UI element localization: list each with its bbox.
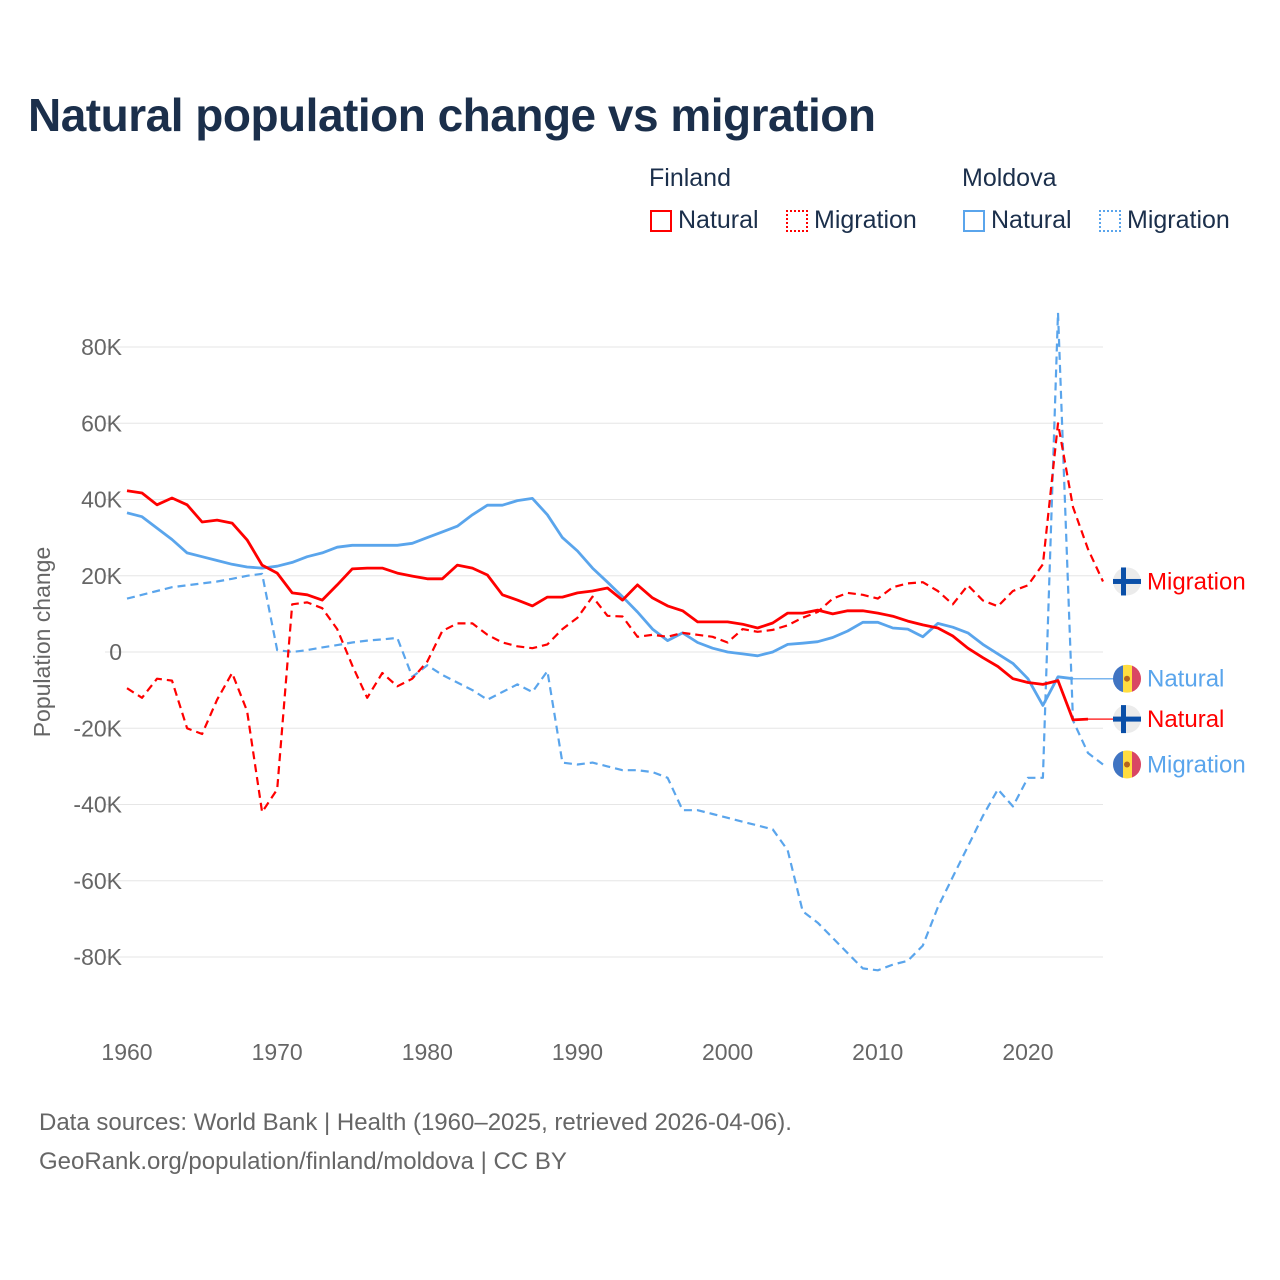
end-label-moldova: Migration (1113, 750, 1246, 779)
x-tick-label: 1990 (552, 1039, 603, 1065)
footer-link[interactable]: GeoRank.org/population/finland/moldova |… (39, 1148, 567, 1175)
x-tick-label: 1970 (252, 1039, 303, 1065)
flag-cross (1121, 567, 1126, 596)
end-label-finland: Natural (1113, 705, 1224, 734)
series-line-moldova-natural (126, 496, 1074, 707)
end-label-text: Natural (1147, 666, 1224, 693)
legend-swatch-solid-blue (963, 209, 985, 232)
legend-label: Natural (678, 206, 759, 234)
end-label-moldova: Natural (1113, 664, 1224, 693)
flag-stripe (1132, 664, 1141, 693)
flag-stripe (1113, 664, 1123, 693)
x-tick-label: 2010 (852, 1039, 903, 1065)
legend-swatch-dotted-red (786, 209, 808, 232)
legend-swatch-solid-red (650, 209, 672, 232)
legend-moldova-natural[interactable]: Natural (963, 206, 1072, 235)
y-tick-label: -20K (73, 715, 122, 741)
y-tick-label: 40K (81, 487, 123, 513)
flag-cross (1113, 716, 1141, 722)
legend-label: Migration (1127, 206, 1230, 234)
legend-finland-natural[interactable]: Natural (650, 206, 759, 235)
y-axis-label: Population change (29, 547, 55, 738)
legend-finland-migration[interactable]: Migration (786, 206, 917, 235)
end-label-text: Migration (1147, 568, 1246, 595)
y-tick-label: -40K (73, 792, 122, 818)
end-label-text: Natural (1147, 706, 1224, 733)
x-tick-label: 2000 (702, 1039, 753, 1065)
moldova-flag-icon (1113, 664, 1141, 693)
series-line-moldova-migration (126, 311, 1104, 972)
end-label-text: Migration (1147, 751, 1246, 778)
end-label-finland: Migration (1113, 567, 1246, 596)
flag-emblem (1124, 761, 1130, 768)
y-tick-label: 0 (109, 639, 122, 665)
legend-label: Natural (991, 206, 1072, 234)
legend-moldova-migration[interactable]: Migration (1099, 206, 1230, 235)
flag-stripe (1132, 750, 1141, 779)
y-tick-label: -80K (73, 944, 122, 970)
x-tick-label: 1960 (101, 1039, 152, 1065)
y-tick-label: 60K (81, 410, 123, 436)
legend-group-finland: Finland (649, 164, 731, 192)
x-tick-label: 2020 (1002, 1039, 1053, 1065)
y-tick-label: -60K (73, 868, 122, 894)
x-tick-label: 1980 (402, 1039, 453, 1065)
y-tick-label: 20K (81, 563, 123, 589)
flag-emblem (1124, 675, 1130, 682)
moldova-flag-icon (1113, 750, 1141, 779)
series-line-finland-natural (126, 489, 1089, 722)
footer-sources: Data sources: World Bank | Health (1960–… (39, 1109, 792, 1136)
legend-swatch-dotted-blue (1099, 209, 1121, 232)
y-tick-label: 80K (81, 334, 123, 360)
legend-label: Migration (814, 206, 917, 234)
legend-group-moldova: Moldova (962, 164, 1057, 192)
flag-cross (1113, 578, 1141, 584)
series-line-finland-migration (126, 422, 1104, 814)
flag-stripe (1113, 750, 1123, 779)
chart-title: Natural population change vs migration (28, 89, 876, 141)
flag-cross (1121, 705, 1126, 734)
